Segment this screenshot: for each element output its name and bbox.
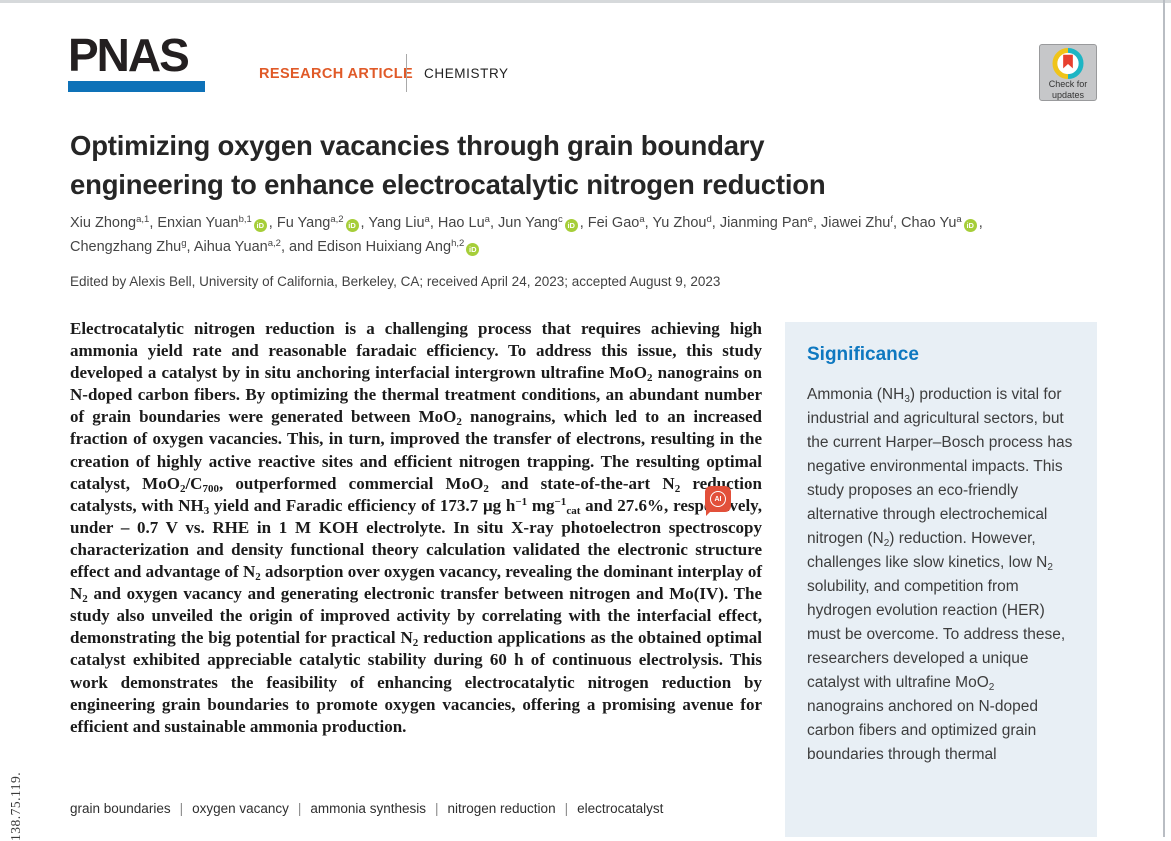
- significance-body: Ammonia (NH3) production is vital for in…: [807, 386, 1073, 763]
- orcid-icon[interactable]: iD: [345, 219, 359, 232]
- check-for-updates-button[interactable]: Check for updates: [1039, 44, 1097, 101]
- article-title-line1: Optimizing oxygen vacancies through grai…: [70, 130, 765, 161]
- keyword-separator: |: [179, 801, 184, 816]
- author-affiliation-sup: b,1: [238, 214, 252, 225]
- article-type-label: RESEARCH ARTICLE: [259, 66, 414, 82]
- author-name: Hao Lu: [437, 215, 485, 231]
- pnas-logo-text: PNAS: [68, 29, 190, 81]
- author-name: Aihua Yuan: [193, 239, 268, 255]
- author-affiliation-sup: a,2: [267, 238, 281, 249]
- author-affiliation-sup: a: [639, 214, 645, 225]
- ai-badge-label: AI: [710, 491, 726, 507]
- author-name: Yang Liu: [368, 215, 425, 231]
- orcid-icon[interactable]: iD: [466, 243, 480, 256]
- header-divider: [406, 54, 407, 92]
- orcid-icon[interactable]: iD: [963, 219, 977, 232]
- abstract-text: Electrocatalytic nitrogen reduction is a…: [70, 319, 762, 736]
- author-affiliation-sup: d: [706, 214, 712, 225]
- ip-watermark: 138.75.119.: [8, 771, 23, 841]
- pnas-logo-bar: [68, 81, 205, 92]
- author-name: Chengzhang Zhu: [70, 239, 182, 255]
- window-top-edge: [0, 0, 1171, 3]
- author-name: Edison Huixiang Ang: [317, 239, 452, 255]
- author-affiliation-sup: h,2: [451, 238, 465, 249]
- check-updates-line2: updates: [1051, 89, 1084, 100]
- article-title-line2: engineering to enhance electrocatalytic …: [70, 169, 826, 200]
- ai-annotation-badge[interactable]: AI: [705, 486, 731, 516]
- author-affiliation-sup: a: [424, 214, 430, 225]
- keyword-item: grain boundaries: [70, 801, 171, 816]
- significance-box: Significance Ammonia (NH3) production is…: [785, 322, 1097, 837]
- author-affiliation-sup: a,1: [136, 214, 150, 225]
- keyword-separator: |: [434, 801, 439, 816]
- keyword-separator: |: [297, 801, 302, 816]
- author-name: Fei Gao: [587, 215, 640, 231]
- author-name: Jianming Pan: [719, 215, 808, 231]
- edited-by-line: Edited by Alexis Bell, University of Cal…: [70, 274, 721, 289]
- author-affiliation-sup: a: [956, 214, 962, 225]
- author-affiliation-sup: c: [557, 214, 563, 225]
- pnas-logo: PNAS: [68, 32, 205, 92]
- significance-title: Significance: [807, 344, 919, 365]
- article-title: Optimizing oxygen vacancies through grai…: [70, 126, 1010, 204]
- author-list: Xiu Zhonga,1, Enxian Yuanb,1iD, Fu Yanga…: [70, 214, 983, 256]
- author-name: Yu Zhou: [652, 215, 707, 231]
- page-right-border: [1163, 0, 1165, 837]
- author-name: Enxian Yuan: [157, 215, 239, 231]
- keyword-separator: |: [564, 801, 569, 816]
- author-affiliation-sup: a,2: [330, 214, 344, 225]
- keyword-item: oxygen vacancy: [192, 801, 289, 816]
- orcid-icon[interactable]: iD: [564, 219, 578, 232]
- author-name: Chao Yu: [901, 215, 957, 231]
- keyword-item: ammonia synthesis: [310, 801, 426, 816]
- author-name: Jiawei Zhu: [821, 215, 891, 231]
- keywords-bar: grain boundaries | oxygen vacancy | ammonia …: [70, 801, 663, 816]
- crossmark-icon: [1052, 48, 1084, 79]
- author-affiliation-sup: g: [181, 238, 187, 249]
- category-label: CHEMISTRY: [424, 66, 509, 81]
- keyword-item: nitrogen reduction: [447, 801, 556, 816]
- orcid-icon[interactable]: iD: [253, 219, 267, 232]
- author-name: Xiu Zhong: [70, 215, 137, 231]
- check-updates-line1: Check for: [1048, 79, 1088, 89]
- author-name: Fu Yang: [276, 215, 331, 231]
- author-affiliation-sup: f: [890, 214, 893, 225]
- author-name: Jun Yang: [498, 215, 558, 231]
- keyword-item: electrocatalyst: [577, 801, 664, 816]
- author-affiliation-sup: a: [484, 214, 490, 225]
- author-affiliation-sup: e: [807, 214, 813, 225]
